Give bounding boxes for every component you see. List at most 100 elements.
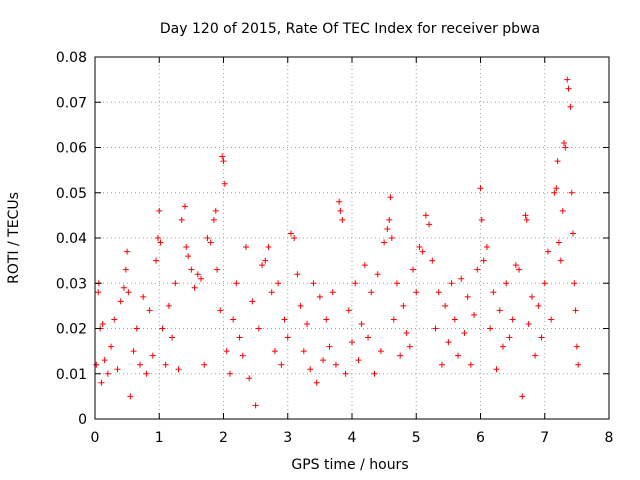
data-point: [127, 393, 134, 400]
data-point: [397, 352, 404, 359]
data-point: [413, 289, 420, 296]
data-point: [561, 139, 568, 146]
data-point: [523, 216, 530, 223]
data-point: [284, 334, 291, 341]
data-point: [122, 266, 129, 273]
data-point: [99, 320, 106, 327]
data-point: [448, 280, 455, 287]
data-point: [571, 280, 578, 287]
data-point: [438, 361, 445, 368]
data-point: [519, 393, 526, 400]
data-point: [365, 334, 372, 341]
data-point: [565, 85, 572, 92]
data-point: [226, 370, 233, 377]
data-point: [262, 257, 269, 264]
data-point: [133, 325, 140, 332]
data-point: [194, 271, 201, 278]
data-point: [159, 325, 166, 332]
data-point: [275, 280, 282, 287]
data-point: [120, 284, 127, 291]
data-point: [337, 207, 344, 214]
data-point: [156, 207, 163, 214]
data-point: [471, 311, 478, 318]
data-point: [149, 352, 156, 359]
data-point: [445, 339, 452, 346]
data-point: [207, 239, 214, 246]
data-point: [544, 248, 551, 255]
data-point: [503, 280, 510, 287]
chart-title: Day 120 of 2015, Rate Of TEC Index for r…: [160, 21, 540, 37]
data-point: [567, 103, 574, 110]
data-point: [419, 248, 426, 255]
data-point: [490, 289, 497, 296]
data-point: [564, 76, 571, 83]
data-point: [410, 266, 417, 273]
data-point: [220, 158, 227, 165]
data-point: [125, 289, 132, 296]
data-point: [297, 302, 304, 309]
data-point: [386, 216, 393, 223]
y-axis-label: ROTI / TECUs: [6, 192, 22, 284]
data-point: [455, 352, 462, 359]
data-point: [172, 280, 179, 287]
data-point: [316, 293, 323, 300]
data-point: [108, 343, 115, 350]
data-point: [422, 212, 429, 219]
data-point: [374, 271, 381, 278]
data-point: [442, 302, 449, 309]
data-point: [509, 316, 516, 323]
data-point: [548, 316, 555, 323]
data-point: [477, 185, 484, 192]
y-axis-ticks: 0 0.01 0.02 0.03 0.04 0.05 0.06 0.07 0.08: [56, 50, 609, 428]
data-point: [259, 262, 266, 269]
data-point: [212, 207, 219, 214]
x-tick-label: 1: [155, 430, 164, 446]
x-tick-label: 5: [412, 430, 421, 446]
data-point: [217, 307, 224, 314]
data-point: [181, 203, 188, 210]
data-point: [499, 343, 506, 350]
data-point: [93, 361, 100, 368]
data-point: [506, 334, 513, 341]
data-point: [384, 225, 391, 232]
data-point: [572, 307, 579, 314]
data-point: [233, 280, 240, 287]
data-point: [464, 293, 471, 300]
data-point: [310, 280, 317, 287]
data-point: [512, 262, 519, 269]
x-tick-label: 6: [476, 430, 485, 446]
data-point: [562, 144, 569, 151]
data-point: [140, 293, 147, 300]
data-point: [130, 348, 137, 355]
data-point: [403, 330, 410, 337]
data-point: [535, 302, 542, 309]
data-point: [426, 221, 433, 228]
data-point: [358, 320, 365, 327]
data-point: [467, 361, 474, 368]
data-point: [271, 348, 278, 355]
data-point: [496, 307, 503, 314]
data-point: [188, 266, 195, 273]
data-point: [198, 275, 205, 282]
data-point: [221, 180, 228, 187]
data-point: [352, 280, 359, 287]
data-point: [387, 194, 394, 201]
data-point: [461, 330, 468, 337]
data-point: [300, 348, 307, 355]
data-point: [236, 334, 243, 341]
data-point: [255, 325, 262, 332]
data-point: [304, 320, 311, 327]
data-point: [557, 257, 564, 264]
y-tick-label: 0.05: [56, 186, 87, 202]
data-point: [553, 185, 560, 192]
data-point: [406, 343, 413, 350]
y-tick-label: 0.01: [56, 367, 87, 383]
data-point: [349, 339, 355, 346]
x-tick-label: 3: [283, 430, 292, 446]
data-point: [214, 266, 221, 273]
x-tick-label: 0: [91, 430, 100, 446]
y-tick-label: 0.02: [56, 322, 87, 338]
data-point: [371, 370, 378, 377]
data-point: [323, 316, 330, 323]
